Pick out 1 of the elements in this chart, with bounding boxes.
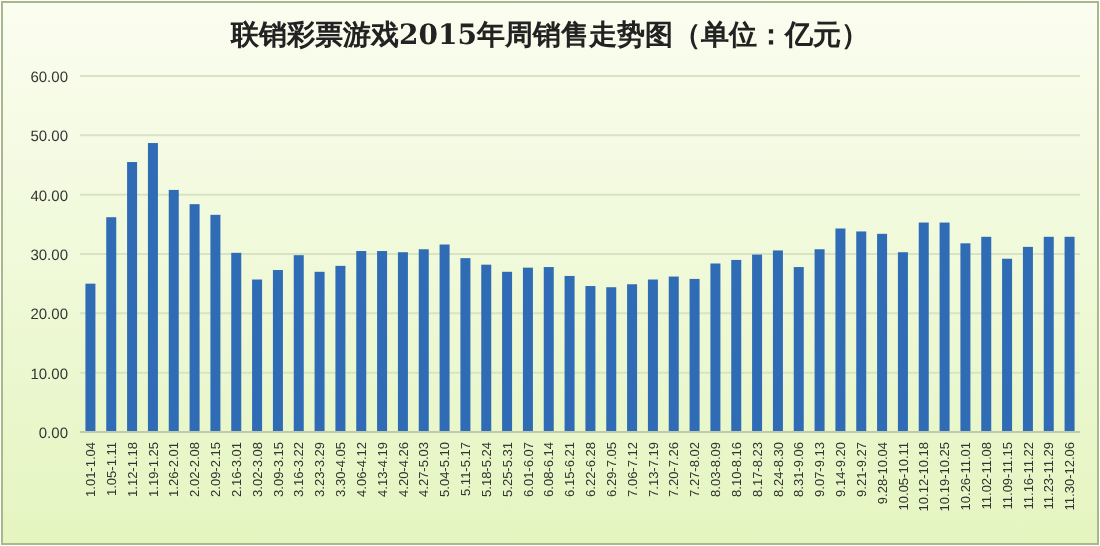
chart-title: 联销彩票游戏2015年周销售走势图（单位：亿元） — [229, 20, 869, 52]
